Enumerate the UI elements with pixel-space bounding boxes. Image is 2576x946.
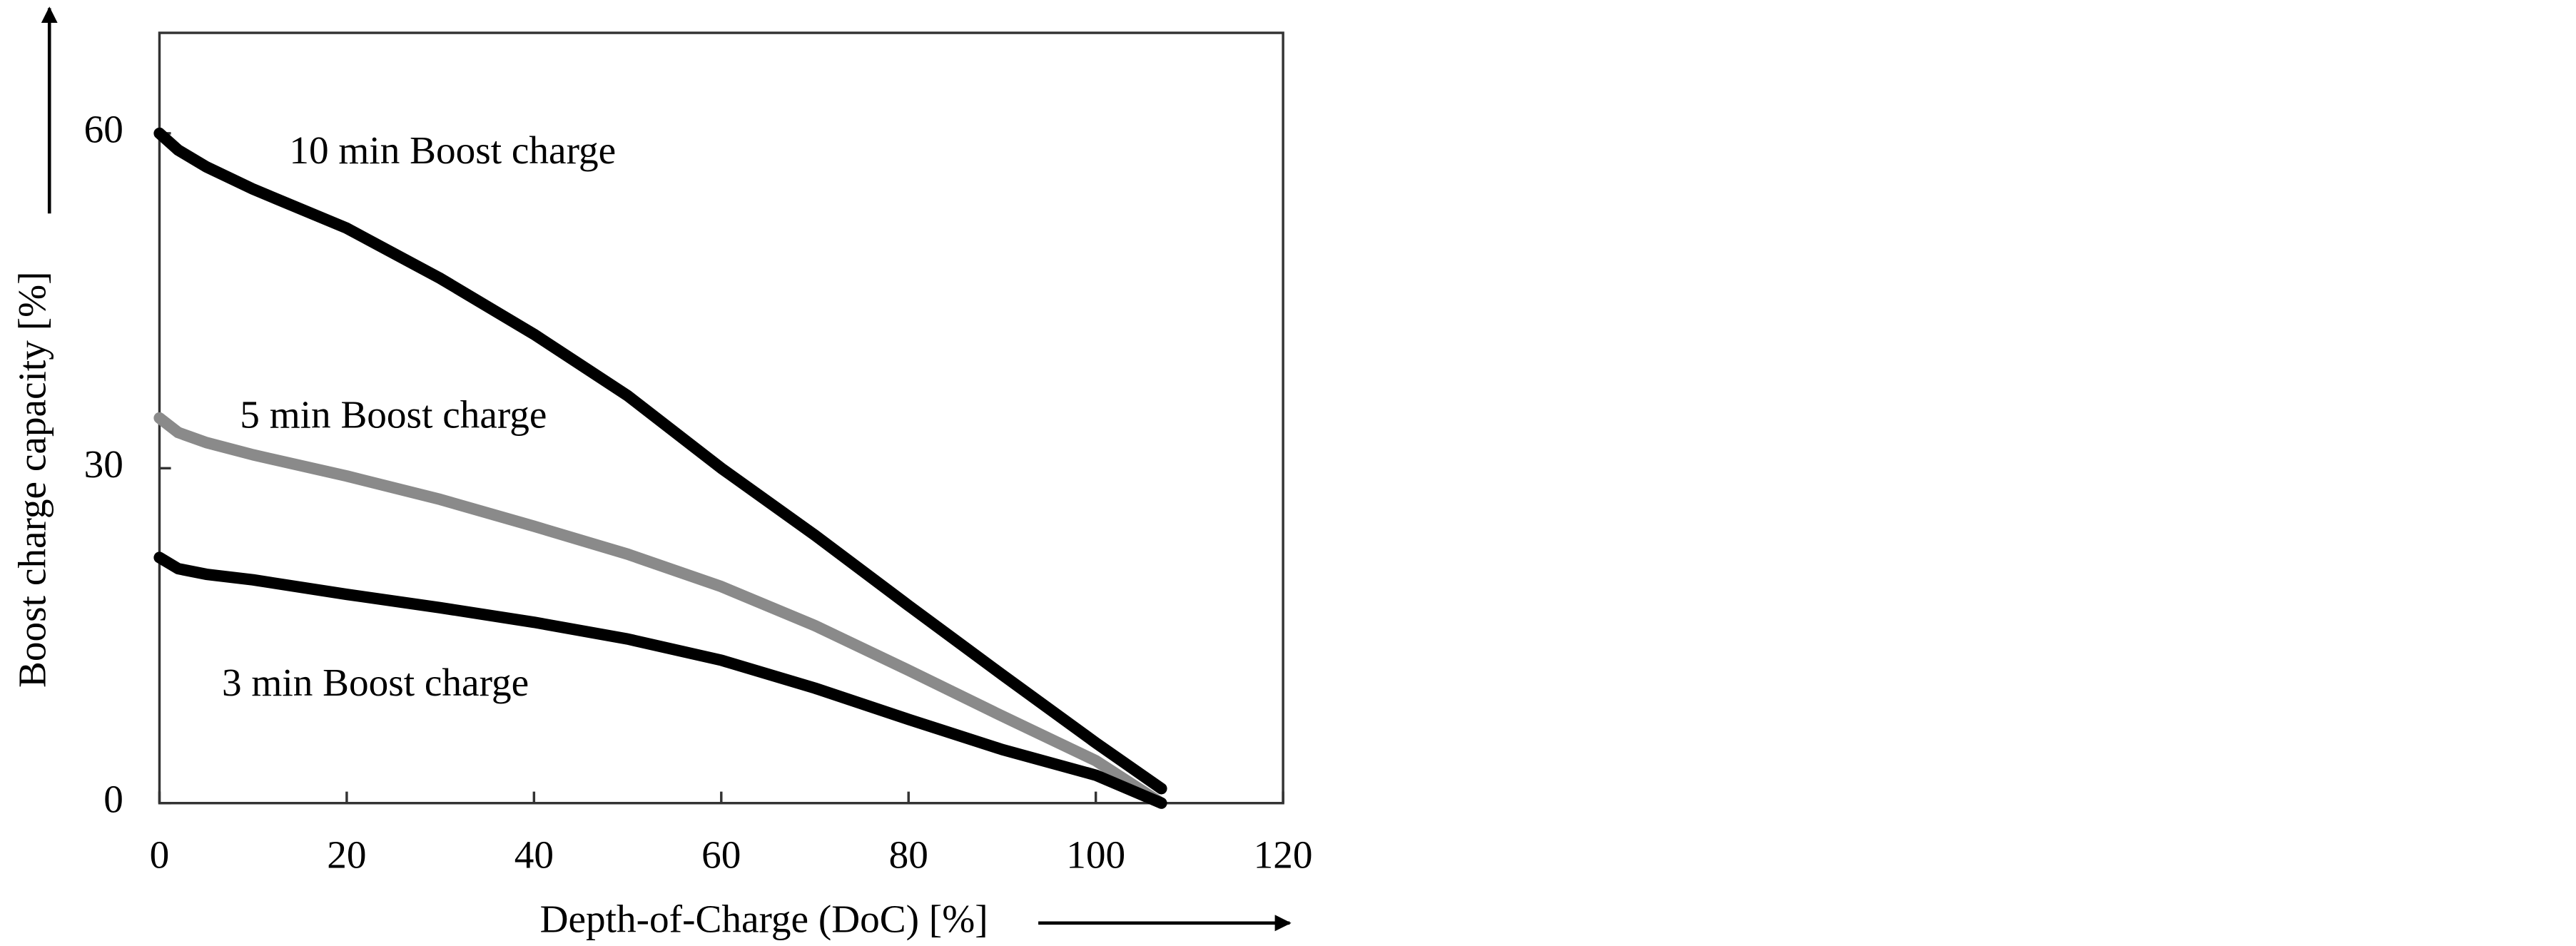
y-axis-label: Boost charge capacity [%]: [10, 271, 54, 687]
x-tick-label: 0: [150, 833, 170, 877]
series-line: [153, 127, 1167, 795]
series-label: 3 min Boost charge: [222, 661, 529, 704]
y-tick-label: 30: [84, 442, 123, 486]
x-tick-label: 80: [889, 833, 928, 877]
x-tick-label: 120: [1254, 833, 1313, 877]
x-tick-label: 60: [701, 833, 741, 877]
x-tick-label: 20: [327, 833, 366, 877]
y-tick-label: 0: [103, 777, 123, 820]
x-tick-label: 100: [1066, 833, 1125, 877]
x-axis-label: Depth-of-Charge (DoC) [%]: [540, 897, 988, 940]
x-tick-label: 40: [514, 833, 554, 877]
series-line: [153, 412, 1167, 809]
series-label: 10 min Boost charge: [289, 128, 616, 172]
y-tick-label: 60: [84, 108, 123, 151]
series-label: 5 min Boost charge: [240, 393, 547, 437]
series-line: [153, 551, 1167, 809]
